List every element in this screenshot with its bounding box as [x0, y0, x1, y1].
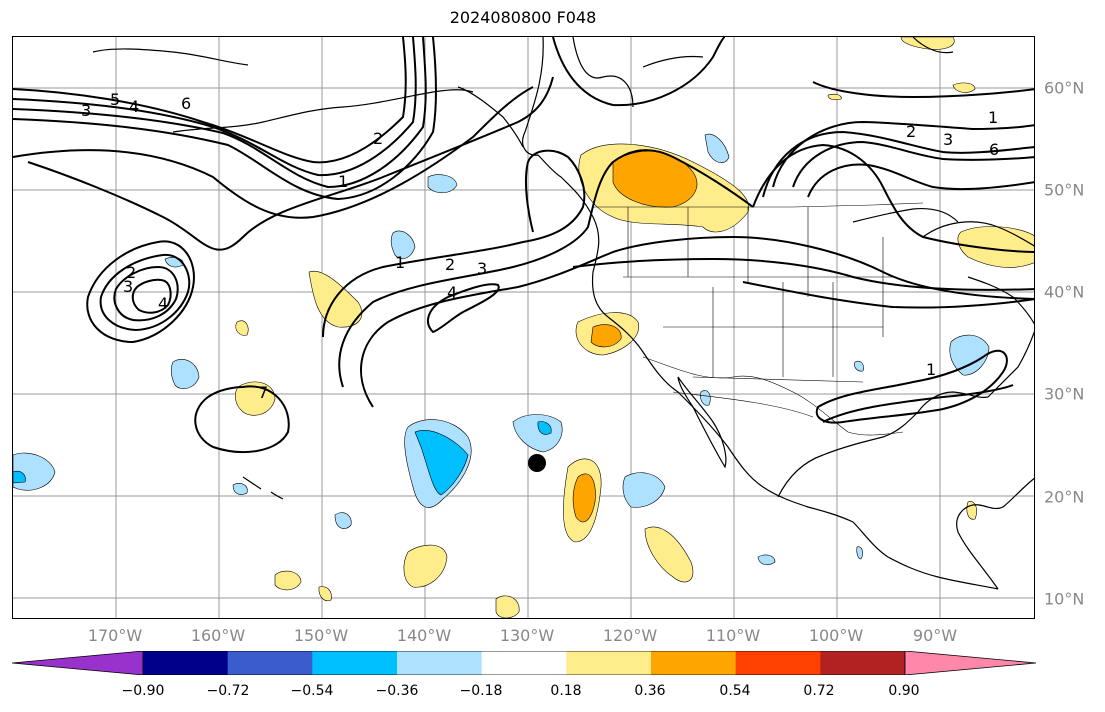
- contour-label: 3: [477, 259, 487, 278]
- lat-label: 60°N: [1044, 78, 1085, 98]
- colorbar-tick: 0.36: [634, 683, 666, 699]
- colorbar-cell: [397, 651, 483, 675]
- map-svg: 3 5 4 6 2 1 1 2 3 4 1 2 3 6 2 3 4 1 7: [13, 37, 1034, 618]
- colorbar-cell: [820, 651, 906, 675]
- shading-negative: [13, 133, 990, 566]
- contour-label: 4: [129, 97, 139, 116]
- political-borders: [593, 202, 924, 436]
- contour-label: 2: [126, 263, 136, 282]
- colorbar-cell: [735, 651, 821, 675]
- colorbar-tick: 0.18: [550, 683, 582, 699]
- contour-lines: [13, 37, 1034, 453]
- contour-label: 1: [395, 253, 405, 272]
- lat-label: 40°N: [1044, 282, 1085, 302]
- contour-label: 6: [989, 140, 999, 159]
- lat-label: 10°N: [1044, 589, 1085, 609]
- colorbar-cell: [227, 651, 313, 675]
- lon-label: 120°W: [602, 626, 658, 645]
- colorbar-cells: [12, 651, 1036, 675]
- lon-label: 170°W: [87, 626, 143, 645]
- lat-label: 30°N: [1044, 384, 1085, 404]
- colorbar-cell: [651, 651, 737, 675]
- contour-label: 2: [445, 255, 455, 274]
- contour-label: 2: [906, 122, 916, 141]
- lon-label: 90°W: [912, 626, 958, 645]
- colorbar: [12, 651, 1036, 675]
- contour-label: 2: [373, 129, 383, 148]
- coastlines: [92, 37, 1034, 590]
- lon-label: 110°W: [705, 626, 761, 645]
- colorbar-extend-low: [12, 651, 144, 675]
- colorbar-tick: −0.72: [206, 683, 250, 699]
- colorbar-tick: −0.90: [121, 683, 165, 699]
- colorbar-tick: 0.90: [888, 683, 920, 699]
- lon-label: 150°W: [293, 626, 349, 645]
- map-panel: 3 5 4 6 2 1 1 2 3 4 1 2 3 6 2 3 4 1 7: [12, 36, 1035, 619]
- lon-label: 160°W: [190, 626, 246, 645]
- contour-label: 7: [258, 383, 268, 402]
- lon-label: 140°W: [396, 626, 452, 645]
- contour-label: 5: [110, 90, 120, 109]
- contour-label: 1: [926, 360, 936, 379]
- map-title: 2024080800 F048: [449, 8, 597, 27]
- colorbar-tick: −0.18: [459, 683, 503, 699]
- colorbar-tick: 0.54: [719, 683, 751, 699]
- contour-label: 1: [988, 108, 998, 127]
- lat-label: 20°N: [1044, 487, 1085, 507]
- colorbar-cell: [481, 651, 567, 675]
- colorbar-extend-high: [904, 651, 1036, 675]
- colorbar-tick: −0.36: [375, 683, 419, 699]
- colorbar-cell: [143, 651, 229, 675]
- colorbar-tick: 0.72: [803, 683, 835, 699]
- colorbar-cell: [566, 651, 652, 675]
- lon-label: 130°W: [499, 626, 555, 645]
- shading-positive: [234, 37, 1034, 618]
- colorbar-tick: −0.54: [290, 683, 334, 699]
- contour-label: 4: [447, 283, 457, 302]
- lat-label: 50°N: [1044, 180, 1085, 200]
- storm-position-marker: [528, 454, 546, 472]
- contour-label: 3: [943, 130, 953, 149]
- contour-label-group: 3 5 4 6 2 1 1 2 3 4 1 2 3 6 2 3 4 1 7: [81, 90, 999, 402]
- contour-label: 3: [123, 277, 133, 296]
- colorbar-cell: [312, 651, 398, 675]
- contour-label: 6: [181, 94, 191, 113]
- lon-label: 100°W: [808, 626, 864, 645]
- contour-label: 3: [81, 101, 91, 120]
- contour-label: 1: [338, 172, 348, 191]
- contour-label: 4: [158, 294, 168, 313]
